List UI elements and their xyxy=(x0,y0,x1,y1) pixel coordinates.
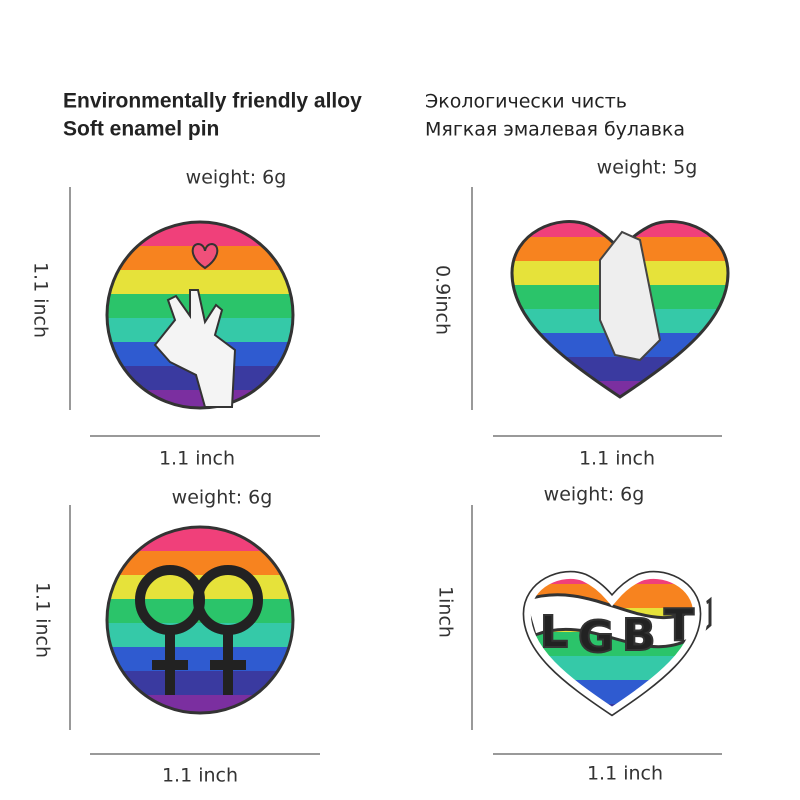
stripe xyxy=(512,381,728,398)
stripe xyxy=(523,680,701,704)
svg-text:B: B xyxy=(622,610,656,661)
stripe xyxy=(107,366,293,390)
weight-label: weight: 5g xyxy=(597,157,698,179)
width-label: 1.1 inch xyxy=(162,765,238,787)
width-label: 1.1 inch xyxy=(159,448,235,470)
heart-icon xyxy=(191,242,219,270)
width-label: 1.1 inch xyxy=(587,763,663,785)
svg-text:T: T xyxy=(664,600,694,651)
svg-text:G: G xyxy=(578,612,614,663)
pin-outline xyxy=(105,525,295,715)
header-line: Экологически чисть xyxy=(425,91,627,113)
stripe xyxy=(107,695,293,713)
stripe xyxy=(107,551,293,575)
header-line: Environmentally friendly alloy xyxy=(63,90,362,113)
height-label: 1.1 inch xyxy=(32,582,54,658)
weight-label: weight: 6g xyxy=(544,484,645,506)
width-label: 1.1 inch xyxy=(579,448,655,470)
stripe xyxy=(107,527,293,551)
weight-label: weight: 6g xyxy=(172,487,273,509)
pin-outline xyxy=(105,220,295,410)
height-label: 1inch xyxy=(435,586,457,638)
weight-label: weight: 6g xyxy=(186,167,287,189)
stripe xyxy=(0,728,800,752)
header-line: Soft enamel pin xyxy=(63,118,219,141)
stripe xyxy=(512,221,728,237)
hands xyxy=(599,230,662,362)
stripe xyxy=(107,390,293,408)
header-line: Мягкая эмалевая булавка xyxy=(425,119,685,141)
hand xyxy=(153,289,237,408)
stripe xyxy=(107,647,293,671)
ribbon xyxy=(523,593,712,649)
stripe xyxy=(107,270,293,294)
height-label: 0.9inch xyxy=(432,265,454,335)
svg-text:L: L xyxy=(540,607,568,658)
stripe xyxy=(512,237,728,261)
stripe xyxy=(107,623,293,647)
height-label: 1.1 inch xyxy=(30,262,52,338)
pin-outline xyxy=(522,570,702,717)
stripe xyxy=(523,704,701,716)
stripe xyxy=(107,671,293,695)
female-symbols xyxy=(135,565,263,695)
